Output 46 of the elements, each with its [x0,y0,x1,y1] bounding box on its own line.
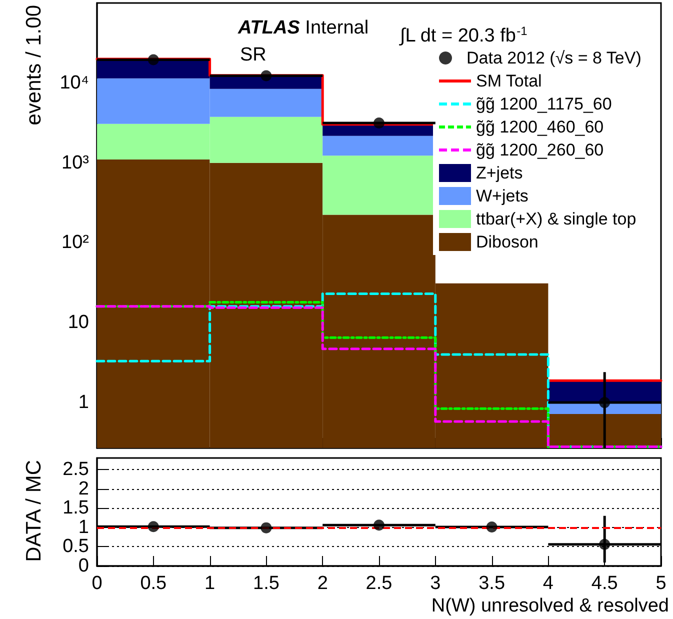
legend-label: ttbar(+X) & single top [476,210,636,228]
point [599,538,610,550]
point [148,54,159,66]
y-tick-label: 1 [78,516,89,538]
y-tick-label: 1 [78,392,89,414]
y-axis-title: events / 1.00 [22,5,46,126]
x-tick-label: 2.5 [366,573,392,594]
x-tick-label: 4 [542,573,554,594]
x-tick-label: 3 [430,573,441,594]
legend-label: Data 2012 (√s = 8 TeV) [466,48,642,68]
y-tick-label: 0.5 [62,536,89,558]
point [374,520,384,531]
x-tick-label: 2 [317,573,328,594]
bar [548,381,661,402]
x-tick-label: 4.5 [591,573,618,594]
y-tick-label: 0 [78,556,89,576]
y-axis-title: DATA / MC [22,460,46,562]
x-tick-label: 1 [204,573,216,594]
point [599,397,610,408]
x-axis-title: N(W) unresolved & resolved [431,596,669,616]
legend-label: Diboson [476,232,538,252]
legend-label: SM Total [476,72,542,90]
x-tick-label: 3.5 [478,573,506,594]
x-tick-label: 0 [92,573,102,594]
y-tick-label: 10³ [62,152,89,174]
point [486,522,498,533]
point [148,521,159,532]
legend-label: W+jets [476,186,528,206]
legend-label: Z+jets [476,164,523,182]
x-tick-label: 5 [656,573,666,594]
y-tick-label: 1.5 [62,498,89,519]
y-tick-label: 10² [62,232,89,254]
legend-label: g̃g̃ 1200_260_60 [476,140,604,160]
x-tick-label: 1.5 [252,573,280,594]
legend-label: g̃g̃ 1200_1175_60 [476,94,612,114]
y-tick-label: 2.5 [62,459,89,480]
x-tick-label: 0.5 [140,573,167,594]
annotation: ATLAS Internal [237,18,369,38]
point [260,522,272,534]
annotation: SR [240,44,266,66]
y-tick-label: 10⁴ [60,72,89,94]
y-tick-label: 2 [78,478,89,500]
y-tick-label: 10 [68,312,89,334]
legend-label: g̃g̃ 1200_460_60 [476,118,604,136]
point [260,70,272,82]
point [374,118,384,128]
